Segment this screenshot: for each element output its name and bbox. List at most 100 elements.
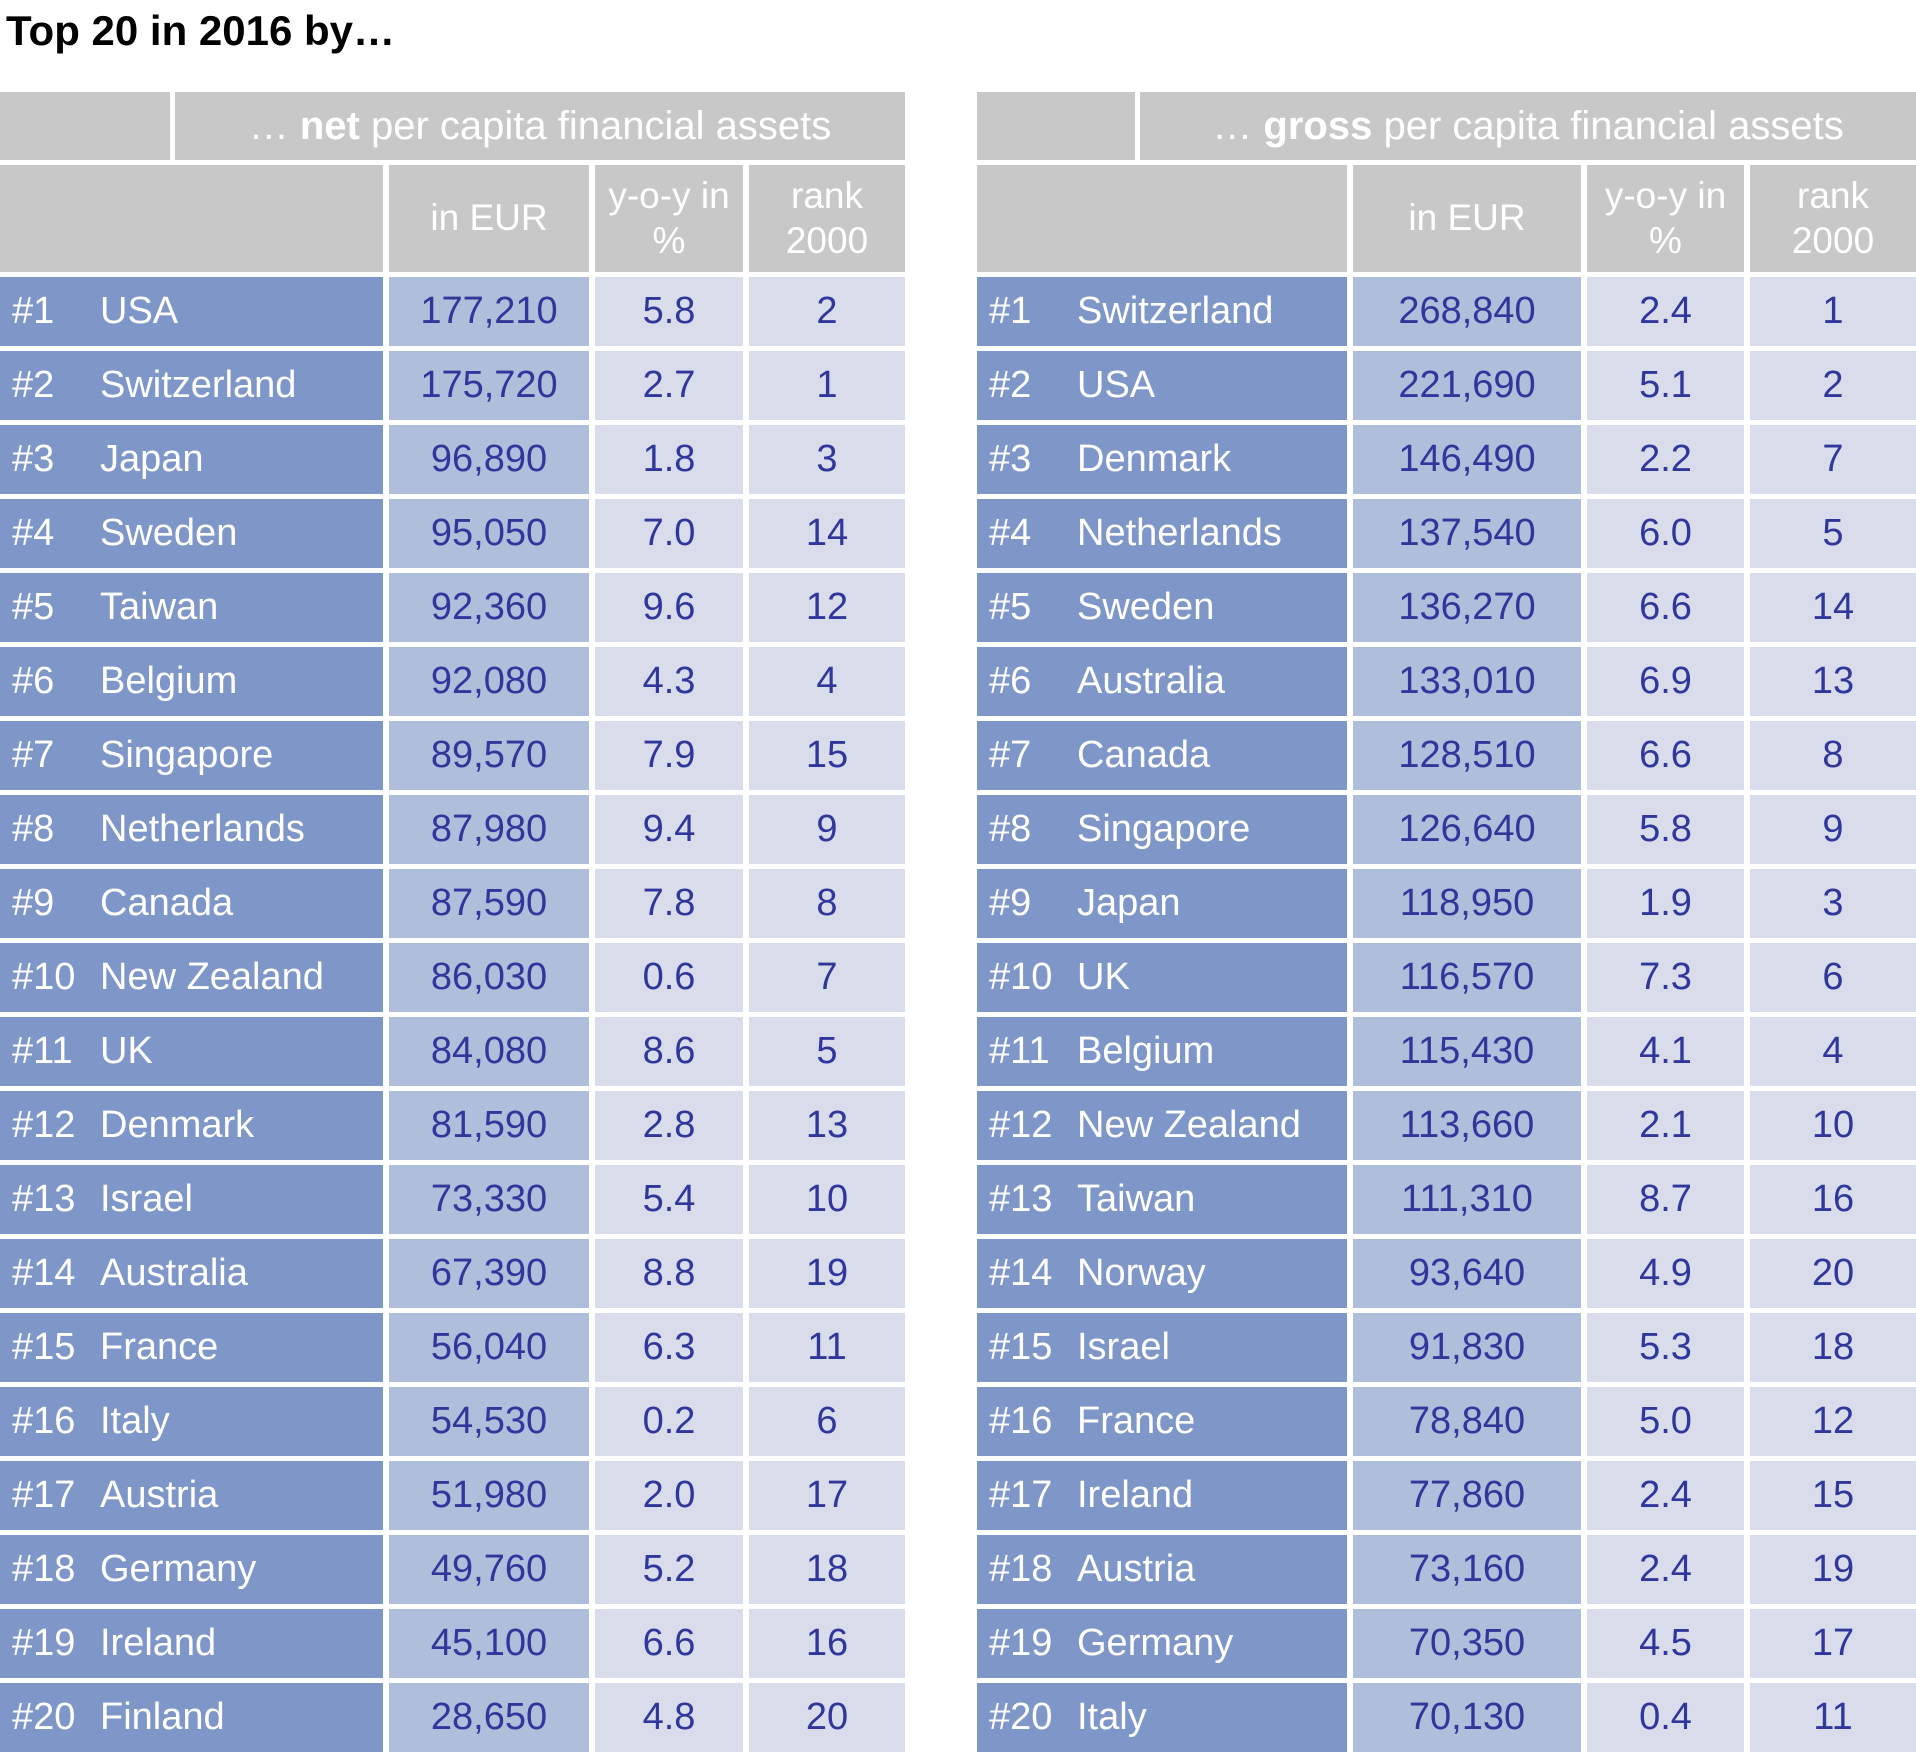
net-assets-table: … net per capita financial assets in EUR… bbox=[0, 92, 905, 1753]
gross-row-9-eur-cell: 118,950 bbox=[1353, 869, 1581, 939]
net-row-8-eur-cell: 87,980 bbox=[389, 795, 589, 865]
net-row-4-country-name: Sweden bbox=[100, 512, 238, 555]
gross-row-18-yoy-cell: 2.4 bbox=[1587, 1535, 1744, 1605]
gross-row-18-eur-cell: 73,160 bbox=[1353, 1535, 1581, 1605]
net-row-19-yoy-cell: 6.6 bbox=[595, 1609, 743, 1679]
net-row-12-eur-cell: 81,590 bbox=[389, 1091, 589, 1161]
gross-row-19-country-cell: #19 Germany bbox=[977, 1609, 1347, 1679]
gross-row-20-eur-cell: 70,130 bbox=[1353, 1683, 1581, 1753]
gross-row-4-country-name: Netherlands bbox=[1077, 512, 1282, 555]
net-row-11-eur-cell: 84,080 bbox=[389, 1017, 589, 1087]
net-header-spacer-cell bbox=[0, 92, 170, 161]
net-row-12-position-label: #12 bbox=[12, 1104, 76, 1147]
gross-row-1-country-cell: #1 Switzerland bbox=[977, 277, 1347, 347]
gross-row-20-position-label: #20 bbox=[989, 1696, 1053, 1739]
net-row-8-position-label: #8 bbox=[12, 808, 55, 851]
net-row-20-eur-cell: 28,650 bbox=[389, 1683, 589, 1753]
gross-row-1-yoy-cell: 2.4 bbox=[1587, 277, 1744, 347]
gross-row-19-rank2000-cell: 17 bbox=[1750, 1609, 1916, 1679]
gross-row-4-eur-cell: 137,540 bbox=[1353, 499, 1581, 569]
gross-row-4-yoy-cell: 6.0 bbox=[1587, 499, 1744, 569]
gross-row-19-eur-cell: 70,350 bbox=[1353, 1609, 1581, 1679]
gross-row-2-yoy-cell: 5.1 bbox=[1587, 351, 1744, 421]
gross-row-3-rank2000-cell: 7 bbox=[1750, 425, 1916, 495]
gross-row-17-country-name: Ireland bbox=[1077, 1474, 1194, 1517]
net-row-9-eur-cell: 87,590 bbox=[389, 869, 589, 939]
gross-row-20-country-cell: #20 Italy bbox=[977, 1683, 1347, 1753]
gross-row-11-position-label: #11 bbox=[989, 1030, 1050, 1073]
gross-table-title: … gross per capita financial assets bbox=[1140, 92, 1916, 161]
gross-row-14-country-name: Norway bbox=[1077, 1252, 1206, 1295]
net-row-6-yoy-cell: 4.3 bbox=[595, 647, 743, 717]
net-row-4-yoy-cell: 7.0 bbox=[595, 499, 743, 569]
gross-row-3-yoy-cell: 2.2 bbox=[1587, 425, 1744, 495]
gross-row-15-country-cell: #15 Israel bbox=[977, 1313, 1347, 1383]
net-row-16-yoy-cell: 0.2 bbox=[595, 1387, 743, 1457]
net-row-20-country-name: Finland bbox=[100, 1696, 225, 1739]
gross-row-1-country-name: Switzerland bbox=[1077, 290, 1274, 333]
net-row-2-yoy-cell: 2.7 bbox=[595, 351, 743, 421]
gross-row-14-yoy-cell: 4.9 bbox=[1587, 1239, 1744, 1309]
net-row-7-position-label: #7 bbox=[12, 734, 55, 777]
gross-row-9-rank2000-cell: 3 bbox=[1750, 869, 1916, 939]
gross-row-11-country-cell: #11 Belgium bbox=[977, 1017, 1347, 1087]
net-title-suffix: per capita financial assets bbox=[359, 103, 832, 148]
gross-row-6-position-label: #6 bbox=[989, 660, 1032, 703]
net-row-4-eur-cell: 95,050 bbox=[389, 499, 589, 569]
net-row-11-country-name: UK bbox=[100, 1030, 153, 1073]
net-row-16-country-cell: #16 Italy bbox=[0, 1387, 383, 1457]
net-row-5-yoy-cell: 9.6 bbox=[595, 573, 743, 643]
net-row-18-eur-cell: 49,760 bbox=[389, 1535, 589, 1605]
net-row-5-position-label: #5 bbox=[12, 586, 55, 629]
net-row-14-yoy-cell: 8.8 bbox=[595, 1239, 743, 1309]
net-row-8-country-name: Netherlands bbox=[100, 808, 305, 851]
net-row-18-country-name: Germany bbox=[100, 1548, 257, 1591]
net-row-8-country-cell: #8 Netherlands bbox=[0, 795, 383, 865]
gross-row-6-country-name: Australia bbox=[1077, 660, 1225, 703]
net-row-20-rank2000-cell: 20 bbox=[749, 1683, 905, 1753]
gross-row-15-country-name: Israel bbox=[1077, 1326, 1170, 1369]
net-row-4-country-cell: #4 Sweden bbox=[0, 499, 383, 569]
gross-row-6-rank2000-cell: 13 bbox=[1750, 647, 1916, 717]
net-row-19-eur-cell: 45,100 bbox=[389, 1609, 589, 1679]
net-row-6-eur-cell: 92,080 bbox=[389, 647, 589, 717]
net-row-3-rank2000-cell: 3 bbox=[749, 425, 905, 495]
gross-row-5-country-name: Sweden bbox=[1077, 586, 1215, 629]
gross-row-3-eur-cell: 146,490 bbox=[1353, 425, 1581, 495]
gross-row-13-rank2000-cell: 16 bbox=[1750, 1165, 1916, 1235]
gross-header-spacer-cell bbox=[977, 92, 1135, 161]
net-row-16-position-label: #16 bbox=[12, 1400, 76, 1443]
net-row-17-yoy-cell: 2.0 bbox=[595, 1461, 743, 1531]
gross-row-13-country-name: Taiwan bbox=[1077, 1178, 1196, 1221]
gross-row-10-position-label: #10 bbox=[989, 956, 1053, 999]
net-row-1-eur-cell: 177,210 bbox=[389, 277, 589, 347]
net-row-20-country-cell: #20 Finland bbox=[0, 1683, 383, 1753]
net-row-13-eur-cell: 73,330 bbox=[389, 1165, 589, 1235]
gross-row-8-country-cell: #8 Singapore bbox=[977, 795, 1347, 865]
net-row-15-eur-cell: 56,040 bbox=[389, 1313, 589, 1383]
net-row-2-rank2000-cell: 1 bbox=[749, 351, 905, 421]
net-row-2-country-cell: #2 Switzerland bbox=[0, 351, 383, 421]
net-row-8-rank2000-cell: 9 bbox=[749, 795, 905, 865]
gross-row-14-eur-cell: 93,640 bbox=[1353, 1239, 1581, 1309]
net-row-17-eur-cell: 51,980 bbox=[389, 1461, 589, 1531]
net-row-9-rank2000-cell: 8 bbox=[749, 869, 905, 939]
net-row-10-country-name: New Zealand bbox=[100, 956, 324, 999]
net-row-5-rank2000-cell: 12 bbox=[749, 573, 905, 643]
net-row-10-position-label: #10 bbox=[12, 956, 76, 999]
gross-row-11-eur-cell: 115,430 bbox=[1353, 1017, 1581, 1087]
net-row-4-rank2000-cell: 14 bbox=[749, 499, 905, 569]
net-row-9-country-name: Canada bbox=[100, 882, 234, 925]
net-row-15-yoy-cell: 6.3 bbox=[595, 1313, 743, 1383]
gross-row-9-position-label: #9 bbox=[989, 882, 1032, 925]
net-yoy-column-header: y-o-y in % bbox=[595, 165, 743, 273]
gross-row-15-yoy-cell: 5.3 bbox=[1587, 1313, 1744, 1383]
net-row-9-yoy-cell: 7.8 bbox=[595, 869, 743, 939]
gross-row-8-country-name: Singapore bbox=[1077, 808, 1251, 851]
page-title: Top 20 in 2016 by… bbox=[6, 7, 396, 54]
net-row-1-yoy-cell: 5.8 bbox=[595, 277, 743, 347]
gross-row-4-position-label: #4 bbox=[989, 512, 1032, 555]
tables-container: … net per capita financial assets in EUR… bbox=[0, 92, 1916, 1753]
net-row-6-rank2000-cell: 4 bbox=[749, 647, 905, 717]
net-row-3-yoy-cell: 1.8 bbox=[595, 425, 743, 495]
